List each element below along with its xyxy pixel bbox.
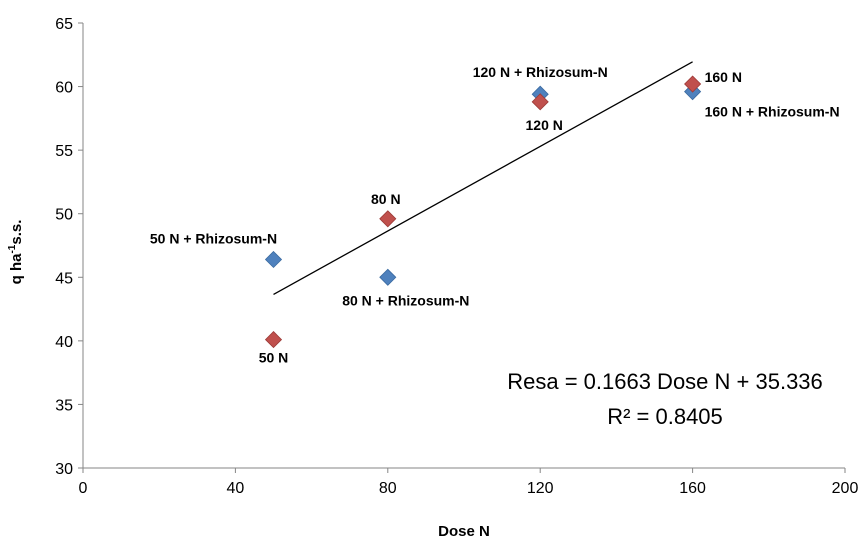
data-point-marker [379,268,397,286]
data-point-marker [531,93,549,111]
data-point-label: 50 N [259,350,289,366]
y-tick-labels: 30 35 40 45 50 55 60 65 [55,16,73,478]
data-point-label: 80 N [371,191,401,207]
y-tick-label: 60 [55,80,73,97]
y-axis-title-rest: s.s. [8,220,25,245]
x-tick-labels: 0 40 80 120 160 200 [79,480,859,497]
data-point-label: 50 N + Rhizosum-N [150,230,277,246]
data-point-label: 80 N + Rhizosum-N [342,292,469,308]
data-point-marker [684,75,702,93]
data-point-label: 120 N + Rhizosum-N [473,64,608,80]
data-points [264,75,702,349]
data-point-label: 160 N + Rhizosum-N [705,104,840,120]
y-tick-label: 35 [55,397,73,414]
y-axis-title-main: q ha [8,253,25,284]
y-tick-label: 40 [55,334,73,351]
axes [78,22,846,473]
data-point-marker [264,331,283,349]
x-tick-label: 200 [832,480,859,497]
x-tick-label: 120 [527,480,554,497]
data-point-label: 120 N [526,117,563,133]
point-labels: 50 N + Rhizosum-N 80 N + Rhizosum-N 120 N … [150,64,840,365]
data-point-label: 160 N [705,69,742,85]
x-tick-label: 0 [79,480,88,497]
trendline-equation: Resa = 0.1663 Dose N + 35.336 [507,369,823,394]
y-tick-label: 45 [55,270,73,287]
x-tick-label: 40 [227,480,245,497]
y-tick-label: 50 [55,207,73,224]
y-tick-label: 30 [55,461,73,478]
trendline-r-squared: R² = 0.8405 [607,404,723,429]
y-tick-label: 65 [55,16,73,33]
y-tick-label: 55 [55,143,73,160]
x-tick-label: 80 [379,480,397,497]
x-axis-title: Dose N [438,523,490,540]
data-point-marker [264,250,283,269]
data-point-marker [379,210,397,228]
x-tick-label: 160 [679,480,706,497]
trendline [273,61,693,296]
y-axis-title-sup: -1 [7,244,18,253]
y-axis-title: q ha-1s.s. [7,220,25,285]
